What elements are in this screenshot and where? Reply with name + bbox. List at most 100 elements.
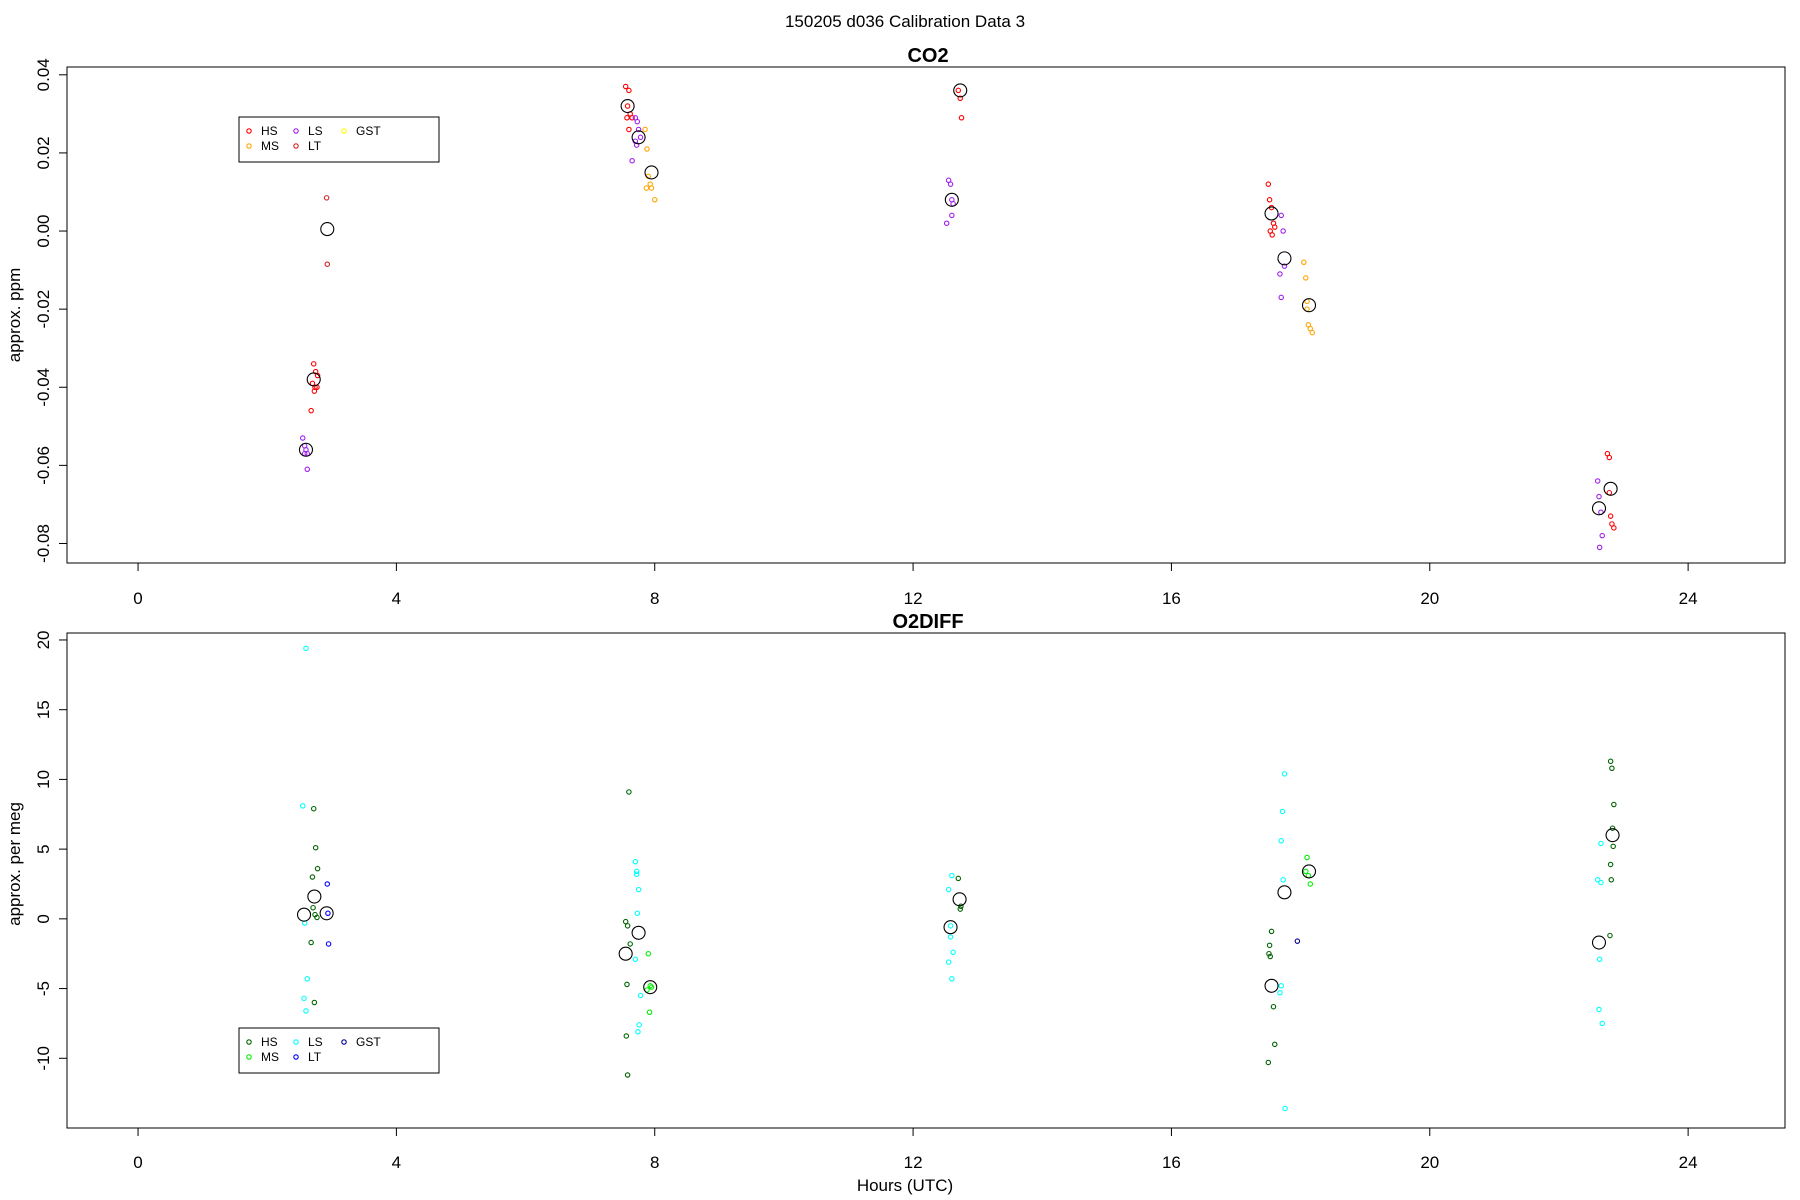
data-point [633,142,640,148]
o2diff-panel: O2DIFF approx. per meg Hours (UTC) 0 4 8 12… [5,611,1786,1195]
mean-point [618,946,633,961]
mean-point [620,99,635,114]
figure-suptitle: 150205 d036 Calibration Data 3 [785,12,1025,31]
data-point [1279,808,1286,815]
legend-marker [293,1054,299,1060]
data-point [1607,861,1614,868]
data-point [634,118,641,125]
data-point [626,126,632,133]
data-point [634,910,641,917]
legend-item-hs: HS [246,124,278,138]
data-point [1611,525,1617,531]
data-point [310,361,317,367]
data-point [1267,953,1273,960]
data-point [324,261,331,267]
x-tick-label: 20 [1420,589,1439,608]
mean-point [1603,481,1618,496]
data-point [1610,843,1616,850]
data-point [1596,956,1603,963]
series-ms [642,126,1315,336]
data-point [1303,275,1309,281]
mean-point [319,906,334,921]
data-point [1309,329,1315,336]
data-point [1596,493,1602,500]
data-point [635,126,642,133]
data-point [1294,938,1301,944]
data-point [636,1022,642,1028]
mean-point [1277,251,1292,266]
y-tick-label: -10 [34,1046,53,1071]
y-tick-label: 20 [34,631,53,650]
legend-marker [246,128,252,134]
data-point [949,872,955,879]
legend-marker [246,1039,252,1045]
series-lt [324,881,332,947]
mean-point [298,442,314,457]
co2-panel-title: CO2 [907,45,948,67]
data-point [632,956,639,963]
data-point [624,1072,631,1078]
mean-point [1264,206,1279,221]
data-point [947,934,954,940]
y-tick-label: 0.02 [34,136,53,169]
legend-marker [246,143,252,149]
legend-label: HS [261,1035,278,1049]
data-point [950,949,956,956]
data-point [312,844,319,851]
data-point [1270,1003,1277,1010]
mean-point [307,889,322,904]
mean-point [296,907,312,922]
o2diff-x-axis-label: Hours (UTC) [857,1176,953,1195]
data-point [1607,932,1613,939]
data-point [947,181,954,187]
mean-point [320,222,335,237]
legend-marker [246,1054,252,1060]
legend-marker [341,1039,347,1045]
series-means [296,828,1620,995]
data-point [626,789,632,795]
legend-label: HS [261,124,278,138]
y-tick-label: 5 [34,844,53,853]
mean-point [1264,978,1279,993]
legend-label: GST [356,1035,381,1049]
x-tick-label: 24 [1679,589,1698,608]
data-point [1304,854,1310,861]
data-point [945,886,952,893]
data-point [644,146,650,152]
mean-point [1605,828,1620,843]
data-point [1611,801,1617,808]
data-point [1272,224,1278,230]
legend-item-ms: MS [246,1050,279,1064]
data-point [957,906,963,912]
o2diff-panel-title: O2DIFF [892,611,963,633]
data-point [1266,197,1273,203]
mean-point [944,192,959,207]
legend-box [238,116,440,163]
data-point [648,984,655,990]
x-tick-label: 8 [650,589,659,608]
data-point [325,941,332,947]
data-point [624,981,630,988]
y-tick-label: 0.00 [34,214,53,247]
x-tick-label: 16 [1162,1153,1181,1172]
legend-label: LS [308,124,323,138]
data-point [1303,868,1309,875]
mean-point [631,130,646,145]
data-point [1596,1006,1602,1013]
mean-point [1591,935,1607,950]
x-tick-label: 0 [133,589,142,608]
data-point [623,1033,630,1039]
data-point [1301,259,1307,266]
data-point [1269,232,1275,238]
data-point [624,923,631,929]
legend-label: MS [261,1050,279,1064]
legend-item-ls: LS [293,1035,323,1049]
data-point [633,868,640,875]
data-point [308,939,314,946]
data-point [1277,271,1283,277]
data-point [949,976,955,982]
data-point [626,87,632,94]
data-point [642,126,648,133]
